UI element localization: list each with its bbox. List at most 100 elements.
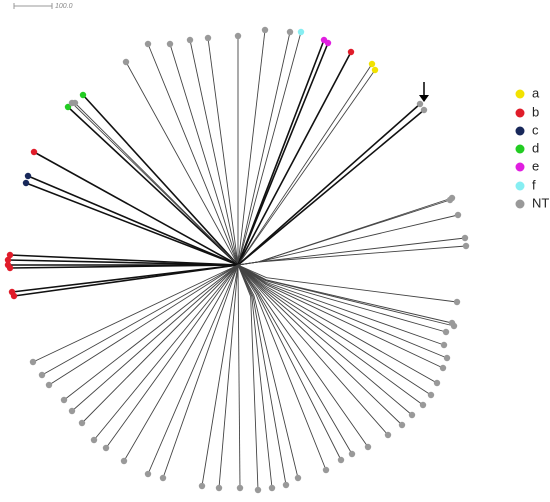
edge [67,106,239,266]
edge [123,264,239,462]
tip [324,39,332,47]
legend-swatch [515,181,525,191]
edge [237,69,376,266]
edge [82,94,239,266]
edge [9,254,239,266]
legend-label: c [532,122,539,137]
scale-bar-label: 100.0 [55,3,73,10]
tip [186,36,194,44]
edge [207,37,239,266]
arrow-head [419,95,429,102]
legend-label: f [532,177,536,192]
legend-swatch [515,144,525,154]
edge [237,109,425,266]
legend-label: e [532,158,539,173]
tip [462,242,470,250]
tip [337,456,345,464]
edge [93,264,239,441]
edge [237,31,302,266]
edge [237,264,444,369]
tip [454,211,462,219]
tip [120,457,128,465]
tip [68,407,76,415]
edge [81,264,239,424]
tip [347,48,355,56]
tip [384,431,392,439]
tip [144,470,152,478]
edge [125,61,239,266]
tip [198,482,206,490]
tip [60,396,68,404]
edge [237,264,259,491]
edge [9,264,239,269]
tip [166,40,174,48]
edge [237,264,389,436]
tips [4,26,470,494]
tip [6,251,14,259]
edge [25,182,239,266]
tip [286,28,294,36]
legend-swatch [515,89,525,99]
tip [10,292,18,300]
tip [204,34,212,42]
legend-label: NT [532,195,549,210]
edge [237,63,373,266]
edge [237,245,467,266]
tip [433,379,441,387]
tip [443,354,451,362]
tip [282,481,290,489]
edge [13,264,239,297]
edge [237,264,413,416]
legend-label: b [532,104,539,119]
tip [364,443,372,451]
edge [48,264,239,386]
legend-label: d [532,140,539,155]
edge [147,264,239,475]
tip [450,322,458,330]
tip [440,341,448,349]
edge [63,264,239,401]
edge [237,264,458,303]
edge [237,31,291,266]
tip [408,411,416,419]
tip [297,28,305,36]
tip [90,436,98,444]
edge [201,264,239,487]
edge [237,42,329,266]
edge [218,264,239,489]
tip [64,103,72,111]
edge [71,264,239,412]
tip [78,419,86,427]
edge [32,264,239,363]
edge [162,264,239,479]
edge [7,259,239,266]
tip [268,484,276,492]
tip [122,58,130,66]
edge [237,29,266,266]
tip [159,474,167,482]
edge [237,103,421,266]
tip [45,381,53,389]
edge [237,264,342,461]
tip [427,391,435,399]
tip [368,60,376,68]
tip [71,99,79,107]
tip [446,196,454,204]
tip [420,106,428,114]
tip [144,40,152,48]
tip [215,484,223,492]
edge [237,51,352,266]
tip [416,100,424,108]
tip [38,371,46,379]
tip [234,32,242,40]
tip [398,421,406,429]
legend-label: a [532,85,540,100]
edge [237,264,287,486]
edge [237,39,325,266]
edge [41,264,239,376]
tip [6,264,14,272]
tip [461,234,469,242]
tip [30,148,38,156]
